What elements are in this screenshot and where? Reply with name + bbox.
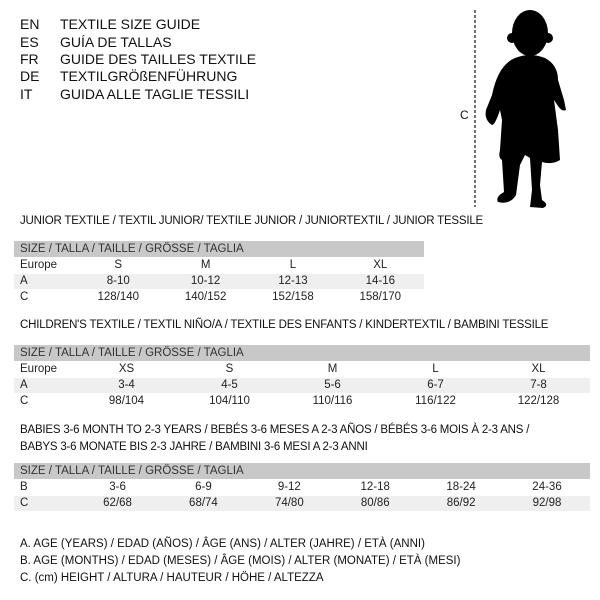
row-label: A (20, 379, 28, 391)
legend-line: A. AGE (YEARS) / EDAD (AÑOS) / ÂGE (ANS)… (20, 538, 425, 550)
row-label: Europe (20, 363, 58, 375)
table-row: Europe XS S M L XL (14, 362, 590, 377)
row-label: Europe (20, 259, 58, 271)
table-cell: XL (373, 259, 388, 271)
height-measure-label: C (460, 108, 469, 122)
table-cell: 110/116 (312, 395, 353, 407)
row-label: C (20, 497, 29, 509)
language-code: EN (20, 16, 40, 32)
table-cell: 8-10 (106, 275, 130, 287)
table-cell: M (327, 363, 338, 375)
language-title-text: GUIDA ALLE TAGLIE TESSILI (60, 86, 250, 102)
row-label: C (20, 291, 29, 303)
table-row: Europe S M L XL (14, 258, 424, 273)
table-cell: 68/74 (189, 497, 218, 509)
table-cell: 122/128 (517, 395, 560, 407)
table-cell: 116/122 (415, 395, 456, 407)
table-cell: 4-5 (221, 379, 238, 391)
size-table-header: SIZE / TALLA / TAILLE / GRÖSSE / TAGLIA (14, 463, 590, 479)
table-cell: 6-7 (427, 379, 444, 391)
table-row: A 3-4 4-5 5-6 6-7 7-8 (14, 378, 590, 393)
table-cell: M (200, 259, 211, 271)
table-cell: 140/152 (184, 291, 227, 303)
table-cell: 9-12 (277, 481, 301, 493)
table-cell: 12-13 (278, 275, 308, 287)
row-label: C (20, 395, 29, 407)
language-code: FR (20, 51, 39, 67)
table-cell: 14-16 (365, 275, 395, 287)
table-row: C 98/104 104/110 110/116 116/122 122/128 (14, 394, 590, 409)
table-cell: 104/110 (209, 395, 250, 407)
table-cell: 5-6 (324, 379, 341, 391)
table-cell: 86/92 (446, 497, 476, 509)
section-heading: JUNIOR TEXTILE / TEXTIL JUNIOR/ TEXTILE … (20, 215, 484, 227)
section-heading: BABYS 3-6 MONATE BIS 2-3 JAHRE / BAMBINI… (20, 441, 368, 453)
size-table-header: SIZE / TALLA / TAILLE / GRÖSSE / TAGLIA (14, 241, 424, 257)
row-label: B (20, 481, 28, 493)
table-row: B 3-6 6-9 9-12 12-18 18-24 24-36 (14, 480, 590, 495)
table-cell: 24-36 (532, 481, 562, 493)
legend-line: B. AGE (MONTHS) / EDAD (MESES) / ÂGE (MO… (20, 555, 461, 567)
table-cell: 3-4 (118, 379, 135, 391)
language-code: DE (20, 68, 40, 84)
table-cell: 128/140 (97, 291, 140, 303)
table-cell: 3-6 (109, 481, 126, 493)
table-row: A 8-10 10-12 12-13 14-16 (14, 274, 424, 289)
table-cell: 12-18 (360, 481, 390, 493)
table-cell: 80/86 (360, 497, 390, 509)
size-table: SIZE / TALLA / TAILLE / GRÖSSE / TAGLIA E… (14, 345, 590, 409)
table-cell: 74/80 (274, 497, 304, 509)
table-cell: S (114, 259, 123, 271)
language-title-text: TEXTILGRÖßENFÜHRUNG (60, 68, 238, 84)
table-cell: 98/104 (108, 395, 145, 407)
language-title-text: GUIDE DES TAILLES TEXTILE (60, 51, 257, 67)
language-code: ES (20, 34, 39, 50)
table-row: C 62/68 68/74 74/80 80/86 86/92 92/98 (14, 496, 590, 511)
size-table: SIZE / TALLA / TAILLE / GRÖSSE / TAGLIA B… (14, 463, 590, 511)
language-title-text: GUÍA DE TALLAS (60, 34, 172, 50)
table-cell: 6-9 (195, 481, 212, 493)
table-cell: 158/170 (359, 291, 402, 303)
section-heading: BABIES 3-6 MONTH TO 2-3 YEARS / BEBÉS 3-… (20, 424, 530, 436)
table-cell: 7-8 (530, 379, 547, 391)
table-cell: L (432, 363, 439, 375)
table-cell: 92/98 (532, 497, 562, 509)
language-code: IT (20, 86, 33, 102)
table-cell: 18-24 (446, 481, 476, 493)
section-heading: CHILDREN'S TEXTILE / TEXTIL NIÑO/A / TEX… (20, 319, 549, 331)
table-cell: S (225, 363, 234, 375)
legend-line: C. (cm) HEIGHT / ALTURA / HAUTEUR / HÖHE… (20, 572, 324, 584)
size-table-header: SIZE / TALLA / TAILLE / GRÖSSE / TAGLIA (14, 345, 590, 361)
table-cell: L (289, 259, 297, 271)
table-cell: 152/158 (272, 291, 314, 303)
row-label: A (20, 275, 28, 287)
table-cell: 62/68 (103, 497, 132, 509)
language-title-text: TEXTILE SIZE GUIDE (60, 16, 201, 32)
size-table: SIZE / TALLA / TAILLE / GRÖSSE / TAGLIA E… (14, 241, 424, 305)
table-cell: XS (118, 363, 135, 375)
table-cell: 10-12 (190, 275, 221, 287)
child-silhouette-icon (474, 10, 566, 208)
table-row: C 128/140 140/152 152/158 158/170 (14, 290, 424, 305)
table-cell: XL (531, 363, 546, 375)
